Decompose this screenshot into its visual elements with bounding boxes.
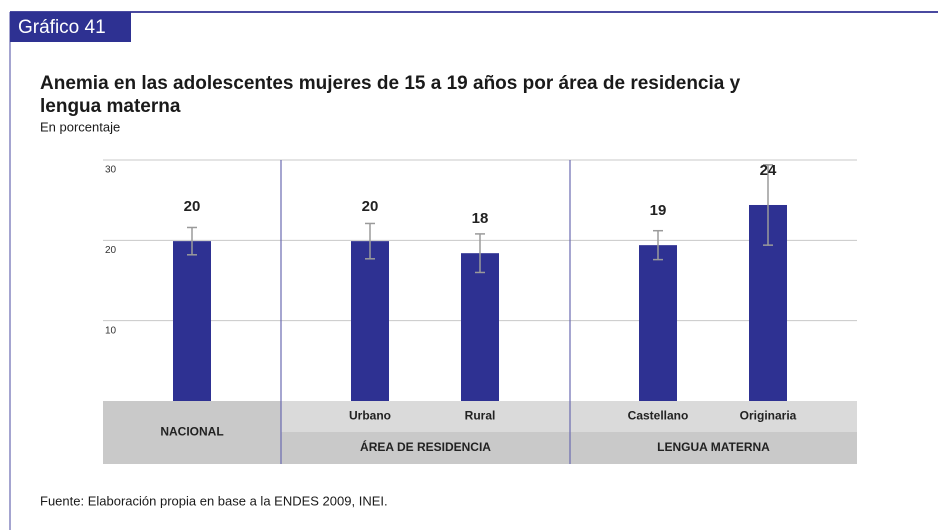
x-tick-label: Originaria xyxy=(740,409,797,423)
group-label: ÁREA DE RESIDENCIA xyxy=(360,439,491,454)
chart-label: Gráfico 41 xyxy=(18,17,106,38)
value-label: 24 xyxy=(760,162,777,179)
x-tick-label: NACIONAL xyxy=(160,425,223,439)
group-label: LENGUA MATERNA xyxy=(657,440,770,454)
x-tick-label: Rural xyxy=(465,409,496,423)
y-tick-label: 20 xyxy=(105,245,117,256)
value-label: 20 xyxy=(184,198,201,215)
chart-subtitle: En porcentaje xyxy=(40,119,120,134)
bar xyxy=(173,241,211,401)
bar xyxy=(461,253,499,401)
table-cell xyxy=(103,401,281,464)
x-tick-label: Urbano xyxy=(349,409,391,423)
label-box xyxy=(10,12,131,42)
y-tick-label: 10 xyxy=(105,325,117,336)
value-label: 20 xyxy=(362,198,379,215)
source: Fuente: Elaboración propia en base a la … xyxy=(40,493,388,508)
chart-title: lengua materna xyxy=(40,96,181,117)
x-tick-label: Castellano xyxy=(628,409,689,423)
bar xyxy=(639,245,677,401)
y-tick-label: 30 xyxy=(105,165,117,176)
value-label: 19 xyxy=(650,202,667,219)
value-label: 18 xyxy=(472,210,489,227)
chart-title: Anemia en las adolescentes mujeres de 15… xyxy=(40,73,741,94)
bar xyxy=(351,241,389,401)
